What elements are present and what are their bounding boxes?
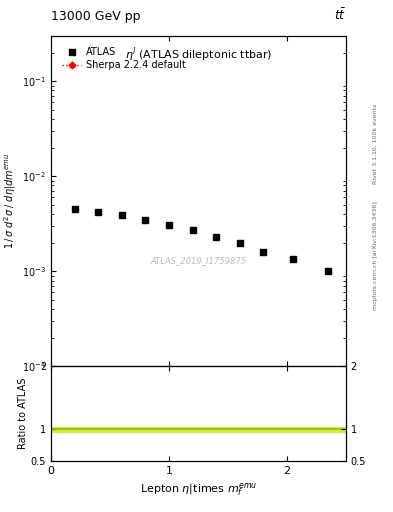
ATLAS <box>72 206 77 212</box>
ATLAS <box>237 240 242 246</box>
ATLAS <box>214 234 219 240</box>
ATLAS <box>96 209 101 215</box>
ATLAS <box>326 268 331 274</box>
ATLAS <box>119 212 124 218</box>
ATLAS <box>143 217 148 223</box>
ATLAS <box>290 256 295 262</box>
Line: ATLAS: ATLAS <box>72 206 331 274</box>
ATLAS <box>167 222 171 228</box>
Text: t$\bar{t}$: t$\bar{t}$ <box>334 8 346 23</box>
Legend: ATLAS, Sherpa 2.2.4 default: ATLAS, Sherpa 2.2.4 default <box>62 47 186 70</box>
ATLAS <box>190 227 195 233</box>
Text: 13000 GeV pp: 13000 GeV pp <box>51 10 141 23</box>
Text: $\eta^{l}$ (ATLAS dileptonic ttbar): $\eta^{l}$ (ATLAS dileptonic ttbar) <box>125 46 272 65</box>
Bar <box>51 427 346 432</box>
Text: ATLAS_2019_I1759875: ATLAS_2019_I1759875 <box>151 256 246 265</box>
X-axis label: Lepton $\eta|$times $m_f^{emu}$: Lepton $\eta|$times $m_f^{emu}$ <box>140 481 257 498</box>
ATLAS <box>261 249 266 255</box>
Y-axis label: $1\,/\,\sigma\;d^2\sigma\;/\;d\eta|dm^{emu}$: $1\,/\,\sigma\;d^2\sigma\;/\;d\eta|dm^{e… <box>2 153 18 249</box>
Text: Rivet 3.1.10, 100k events: Rivet 3.1.10, 100k events <box>373 103 378 183</box>
Text: mcplots.cern.ch [arXiv:1306.3436]: mcplots.cern.ch [arXiv:1306.3436] <box>373 202 378 310</box>
Y-axis label: Ratio to ATLAS: Ratio to ATLAS <box>18 378 28 449</box>
